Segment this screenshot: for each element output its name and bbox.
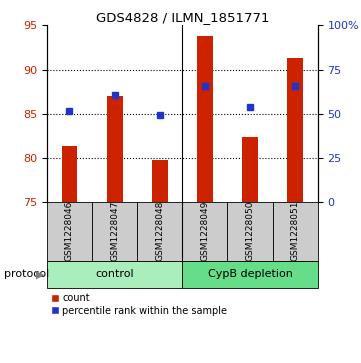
Bar [92, 202, 137, 261]
Text: GSM1228048: GSM1228048 [155, 201, 164, 261]
Bar [137, 202, 182, 261]
Bar [182, 261, 318, 288]
Bar [47, 202, 92, 261]
Bar [107, 96, 122, 202]
Text: GSM1228047: GSM1228047 [110, 201, 119, 261]
Bar [287, 58, 303, 202]
Bar [152, 160, 168, 202]
Text: control: control [95, 269, 134, 280]
Bar [273, 202, 318, 261]
Text: CypB depletion: CypB depletion [208, 269, 292, 280]
Legend: count, percentile rank within the sample: count, percentile rank within the sample [52, 293, 227, 316]
Bar [47, 261, 182, 288]
Text: protocol: protocol [4, 269, 52, 280]
Title: GDS4828 / ILMN_1851771: GDS4828 / ILMN_1851771 [96, 11, 269, 24]
Bar [182, 202, 227, 261]
Bar [62, 146, 77, 202]
Bar [242, 138, 258, 202]
Text: GSM1228049: GSM1228049 [200, 201, 209, 261]
Text: GSM1228050: GSM1228050 [245, 201, 255, 261]
Text: GSM1228051: GSM1228051 [291, 201, 300, 261]
Bar [197, 36, 213, 202]
Text: GSM1228046: GSM1228046 [65, 201, 74, 261]
Bar [227, 202, 273, 261]
Text: ▶: ▶ [36, 269, 45, 280]
